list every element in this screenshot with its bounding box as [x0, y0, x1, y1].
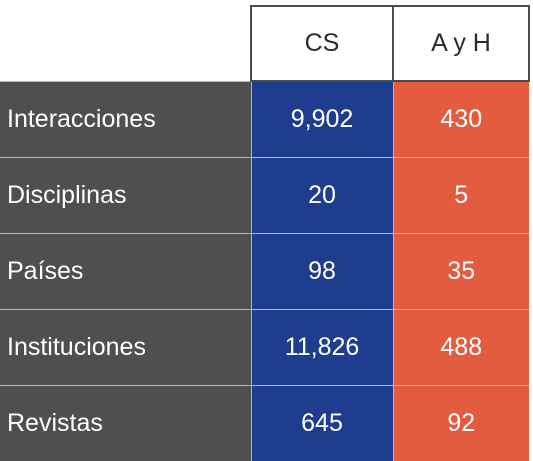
row-label: Revistas: [0, 384, 251, 461]
ayh-value: 92: [392, 384, 529, 461]
header-blank-cell: [0, 6, 251, 81]
ayh-value: 430: [392, 80, 529, 157]
header-row: CS A y H: [0, 5, 530, 82]
cs-value: 11,826: [250, 308, 393, 385]
ayh-value: 35: [392, 232, 529, 309]
comparison-table: CS A y H Interacciones 9,902 430 Discipl…: [0, 5, 530, 461]
cs-value: 98: [250, 232, 393, 309]
row-label: Interacciones: [0, 80, 251, 157]
column-header-cs: CS: [250, 5, 394, 82]
table-row: Disciplinas 20 5: [0, 156, 529, 233]
row-label: Países: [0, 232, 251, 309]
cs-value: 20: [250, 156, 393, 233]
column-header-ayh: A y H: [392, 5, 530, 82]
cs-value: 645: [250, 384, 393, 461]
row-label: Instituciones: [0, 308, 251, 385]
ayh-value: 488: [392, 308, 529, 385]
ayh-value: 5: [392, 156, 529, 233]
row-label: Disciplinas: [0, 156, 251, 233]
table-row: Revistas 645 92: [0, 384, 529, 461]
table-row: Instituciones 11,826 488: [0, 308, 529, 385]
cs-value: 9,902: [250, 80, 393, 157]
table-row: Países 98 35: [0, 232, 529, 309]
table-row: Interacciones 9,902 430: [0, 80, 529, 157]
